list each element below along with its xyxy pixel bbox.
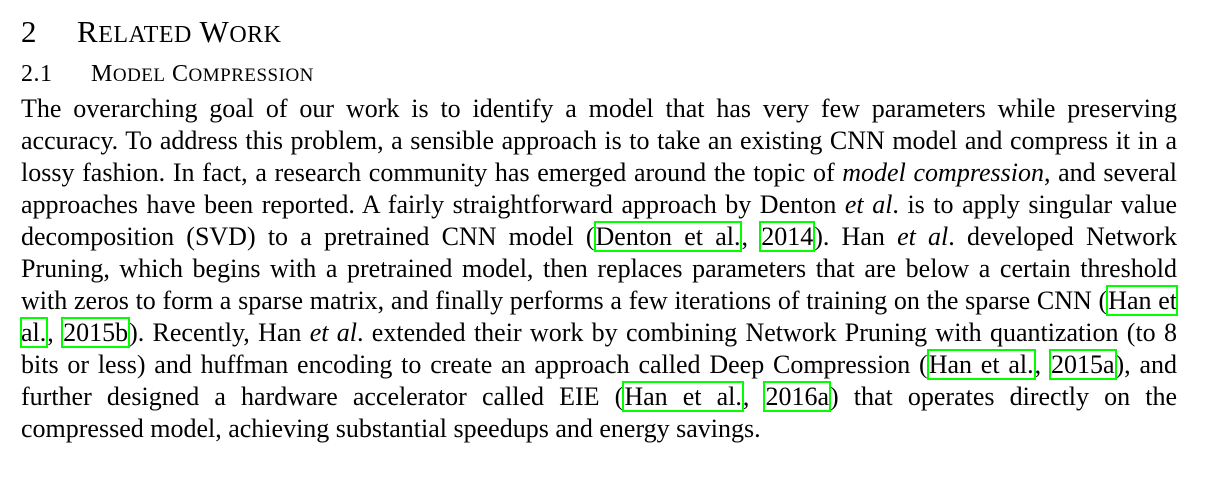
citation-link-han2015b-authors[interactable]: Han et al. — [20, 285, 1178, 348]
section-title-rest-2: ORK — [229, 22, 282, 48]
citation-separator: , — [47, 318, 63, 347]
citation-link-han2015b-year[interactable]: 2015b — [61, 317, 131, 348]
section-title-rest-1: ELATED — [98, 22, 192, 48]
subsection-number: 2.1 — [21, 61, 53, 87]
citation-separator: , — [742, 382, 765, 411]
paragraph-text: The overarching goal of our work is to i… — [21, 94, 1177, 187]
section-title-cap-1: R — [77, 14, 99, 49]
paragraph-text: , and several approaches have been repor… — [21, 158, 1177, 219]
subsection-title-rest-2: OMPRESSION — [188, 65, 314, 86]
body-paragraph: The overarching goal of our work is to i… — [20, 93, 1178, 445]
paragraph-text: ), and further designed a hardware accel… — [21, 350, 1178, 411]
paragraph-text: . is to apply singular value decompositi… — [21, 190, 1177, 251]
citation-link-denton-authors[interactable]: Denton et al. — [593, 221, 743, 252]
section-title-cap-2: W — [199, 14, 230, 49]
citation-link-denton-year[interactable]: 2014 — [759, 221, 816, 252]
citation-link-han2016a-authors[interactable]: Han et al. — [622, 381, 744, 412]
emphasis-et-al: et al — [844, 190, 893, 219]
paragraph-text: . developed Network Pruning, which begin… — [21, 222, 1177, 315]
citation-link-han2015a-authors[interactable]: Han et al. — [926, 349, 1036, 380]
emphasis-et-al: et al — [897, 222, 949, 251]
citation-link-han2016a-year[interactable]: 2016a — [763, 381, 832, 412]
citation-separator: , — [741, 222, 761, 251]
citation-link-han2015a-year[interactable]: 2015a — [1048, 349, 1117, 380]
citation-separator: , — [1034, 350, 1050, 379]
paragraph-text: ). Han — [814, 222, 898, 251]
paragraph-text: . extended their work by combining Netwo… — [21, 318, 1177, 379]
subsection-title-rest-1: ODEL — [112, 65, 166, 86]
paragraph-text: ). Recently, Han — [129, 318, 310, 347]
section-number: 2 — [21, 14, 37, 49]
emphasis-et-al: et al — [309, 318, 357, 347]
emphasis-model-compression: model compression — [842, 158, 1044, 187]
subsection-title-cap-2: C — [172, 61, 189, 87]
section-heading: 2 RELATED WORK — [21, 10, 1212, 57]
subsection-heading: 2.1 MODEL COMPRESSION — [21, 57, 1212, 93]
paragraph-text: ) that operates directly on the compress… — [21, 382, 1177, 443]
subsection-title-cap-1: M — [91, 61, 113, 87]
